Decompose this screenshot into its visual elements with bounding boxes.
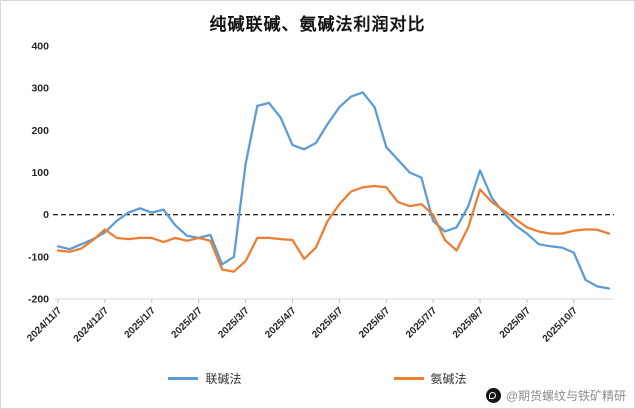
chart-title: 纯碱联碱、氨碱法利润对比 xyxy=(209,15,426,34)
x-tick-label: 2024/11/7 xyxy=(25,305,64,344)
chart-legend: 联碱法 氨碱法 xyxy=(1,370,634,387)
x-tick-label: 2025/2/7 xyxy=(169,305,205,341)
y-tick-label: 400 xyxy=(31,41,49,53)
y-tick-label: 100 xyxy=(31,167,49,179)
watermark-logo-icon xyxy=(485,388,501,403)
legend-line-swatch-blue xyxy=(168,377,199,380)
x-tick-label: 2025/8/7 xyxy=(451,305,487,341)
x-tick-label: 2025/7/7 xyxy=(404,305,440,341)
watermark: @期货螺纹与铁矿精研 xyxy=(485,387,626,404)
y-tick-label: 0 xyxy=(43,209,49,221)
y-tick-label: 200 xyxy=(31,125,49,137)
legend-item-lianjianfa: 联碱法 xyxy=(168,370,242,387)
legend-label-anjianfa: 氨碱法 xyxy=(430,372,467,386)
y-tick-label: -200 xyxy=(28,294,49,306)
x-tick-label: 2025/4/7 xyxy=(263,305,299,341)
legend-label-lianjianfa: 联碱法 xyxy=(205,372,242,386)
y-tick-label: 300 xyxy=(31,83,49,95)
x-tick-label: 2025/6/7 xyxy=(357,305,393,341)
series-line-联碱法 xyxy=(56,91,611,290)
legend-line-swatch-orange xyxy=(393,377,424,380)
watermark-text: @期货螺纹与铁矿精研 xyxy=(505,389,626,403)
x-tick-label: 2025/1/7 xyxy=(123,305,159,341)
y-tick-label: -100 xyxy=(28,251,49,263)
x-tick-label: 2025/9/7 xyxy=(498,305,534,341)
x-tick-label: 2025/3/7 xyxy=(216,305,252,341)
legend-item-anjianfa: 氨碱法 xyxy=(393,370,467,387)
series-line-氨碱法 xyxy=(56,184,611,273)
x-axis-labels: 2024/11/7 2024/12/7 2025/1/7 2025/2/7 2025/3… xyxy=(25,299,580,345)
y-axis-labels: 400 300 200 100 0 -100 -200 xyxy=(28,41,49,306)
x-tick-label: 2025/5/7 xyxy=(310,305,346,341)
x-tick-label: 2025/10/7 xyxy=(541,305,581,345)
x-tick-label: 2024/12/7 xyxy=(72,305,112,345)
